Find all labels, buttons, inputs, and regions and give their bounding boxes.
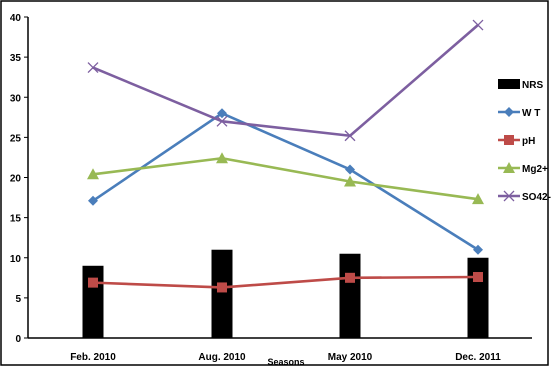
y-tick-label: 25 bbox=[10, 133, 22, 144]
marker-stroke bbox=[216, 115, 228, 127]
data-point-marker bbox=[345, 272, 355, 283]
data-point-marker bbox=[87, 168, 99, 180]
legend-label: pH bbox=[522, 136, 535, 147]
data-point-marker bbox=[473, 272, 483, 283]
y-tick-label: 5 bbox=[15, 294, 21, 305]
x-tick-label: Dec. 2011 bbox=[455, 352, 501, 363]
bars bbox=[82, 249, 489, 338]
data-point-marker bbox=[503, 190, 515, 202]
data-point-marker bbox=[216, 152, 228, 164]
bar-nrs bbox=[467, 257, 489, 338]
bar-nrs bbox=[82, 265, 104, 338]
data-point-marker bbox=[88, 277, 98, 288]
data-point-marker bbox=[88, 195, 98, 206]
series-ph bbox=[88, 272, 483, 293]
legend-entry-nrs: NRS bbox=[498, 79, 543, 91]
data-point-marker bbox=[504, 135, 514, 145]
legend-entry-ph: pH bbox=[498, 135, 535, 147]
y-tick-label: 40 bbox=[10, 13, 22, 24]
y-tick-label: 30 bbox=[10, 93, 22, 104]
y-tick-label: 0 bbox=[15, 334, 21, 345]
y-tick-label: 15 bbox=[10, 214, 22, 225]
marker-stroke bbox=[503, 190, 515, 202]
legend-entry-mg2: Mg2+ bbox=[498, 162, 548, 175]
y-tick-label: 10 bbox=[10, 254, 22, 265]
x-axis-title: Seasons bbox=[267, 357, 304, 367]
x-tick-label: Feb. 2010 bbox=[70, 352, 116, 363]
marker-stroke bbox=[87, 62, 99, 74]
data-point-marker bbox=[216, 115, 228, 127]
data-point-marker bbox=[503, 162, 515, 173]
legend-label: W T bbox=[522, 108, 540, 119]
legend-entry-so42: SO42- bbox=[498, 190, 551, 203]
data-point-marker bbox=[504, 107, 514, 117]
y-tick-label: 20 bbox=[10, 174, 22, 185]
legend-label: NRS bbox=[522, 80, 543, 91]
legend-label: Mg2+ bbox=[522, 164, 548, 175]
data-point-marker bbox=[345, 164, 355, 175]
series-so42 bbox=[87, 19, 484, 142]
series-line bbox=[92, 156, 479, 201]
data-point-marker bbox=[217, 108, 227, 119]
y-tick-label: 35 bbox=[10, 53, 22, 64]
axes: 0 5 10 15 20 25 30 35 40 Feb. 2010 Aug. 2010 May 20… bbox=[10, 13, 532, 367]
data-point-marker bbox=[472, 19, 484, 31]
data-point-marker bbox=[472, 193, 484, 205]
bar-nrs bbox=[339, 253, 361, 338]
legend-entry-w-t: W T bbox=[498, 107, 540, 119]
series-line bbox=[92, 112, 479, 251]
x-tick-label: May 2010 bbox=[328, 352, 373, 363]
data-point-marker bbox=[344, 130, 356, 142]
data-point-marker bbox=[344, 175, 356, 187]
legend: NRS W T pH Mg2+ SO42- bbox=[498, 79, 551, 203]
data-point-marker bbox=[87, 62, 99, 74]
data-point-marker bbox=[473, 244, 483, 255]
data-point-marker bbox=[217, 282, 227, 293]
x-tick-label: Aug. 2010 bbox=[198, 352, 246, 363]
marker-stroke bbox=[344, 130, 356, 142]
series-line bbox=[92, 275, 479, 289]
series-mg2 bbox=[87, 152, 484, 205]
legend-swatch bbox=[498, 79, 520, 89]
series-w-t bbox=[88, 108, 483, 255]
series-lines bbox=[87, 19, 484, 293]
series-line bbox=[92, 24, 479, 138]
marker-stroke bbox=[472, 19, 484, 31]
bar-nrs bbox=[211, 249, 233, 338]
legend-label: SO42- bbox=[522, 192, 551, 203]
